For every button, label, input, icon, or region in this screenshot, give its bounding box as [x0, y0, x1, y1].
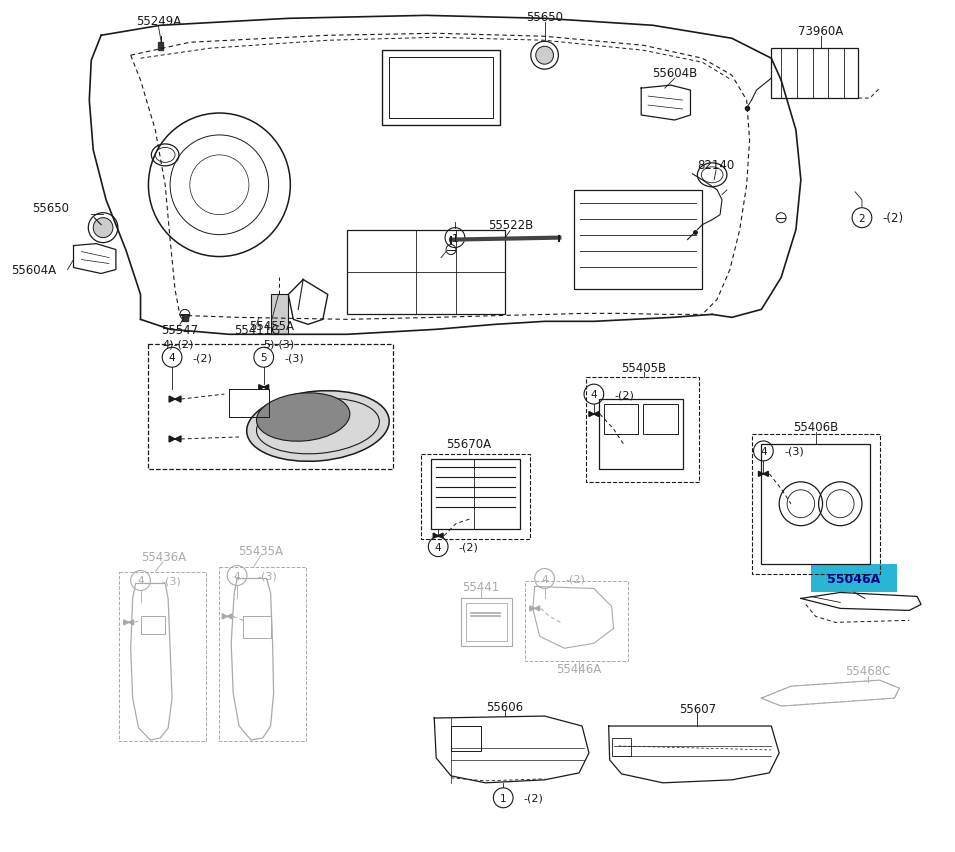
Polygon shape	[434, 533, 443, 538]
Text: 55436A: 55436A	[140, 550, 186, 563]
Bar	[389, 58, 494, 119]
Text: 4: 4	[169, 353, 176, 363]
Bar	[140, 617, 165, 635]
Text: -(3): -(3)	[784, 446, 804, 457]
Polygon shape	[259, 385, 268, 390]
Text: 4: 4	[234, 571, 241, 581]
Bar	[421, 454, 530, 539]
Bar	[348, 230, 505, 315]
Circle shape	[94, 218, 113, 239]
Bar	[772, 49, 858, 99]
Circle shape	[536, 47, 554, 65]
Bar	[382, 51, 500, 126]
Ellipse shape	[257, 394, 350, 441]
Bar	[270, 295, 288, 335]
Bar	[461, 599, 512, 647]
Text: 55604B: 55604B	[652, 66, 697, 79]
Text: 55607: 55607	[679, 702, 716, 715]
Text: 55650: 55650	[526, 11, 563, 24]
Text: 5: 5	[261, 353, 267, 363]
Bar	[182, 316, 188, 322]
Text: 82140: 82140	[697, 159, 734, 172]
Text: 55411G: 55411G	[234, 324, 280, 337]
Text: 4: 4	[541, 574, 548, 584]
Text: -(2): -(2)	[458, 542, 478, 552]
Text: 4: 4	[590, 389, 597, 400]
Text: 55406B: 55406B	[793, 421, 838, 434]
Text: 55650: 55650	[32, 202, 70, 215]
Text: 55547: 55547	[161, 324, 199, 337]
Text: 73960A: 73960A	[798, 25, 843, 37]
Bar	[811, 564, 897, 592]
Text: -(2): -(2)	[882, 212, 903, 225]
Text: 55435A: 55435A	[238, 544, 284, 557]
Text: 55670A: 55670A	[446, 438, 491, 451]
Bar	[148, 345, 393, 469]
Bar	[525, 582, 628, 661]
Polygon shape	[758, 472, 769, 477]
Bar	[604, 405, 638, 435]
Text: -(2): -(2)	[565, 574, 585, 584]
Text: 1: 1	[452, 233, 458, 244]
Text: 55606: 55606	[487, 699, 523, 713]
Bar	[611, 738, 631, 756]
Bar	[451, 726, 480, 751]
Bar	[466, 604, 507, 642]
Polygon shape	[223, 614, 232, 619]
Bar	[752, 435, 880, 574]
Text: -(3): -(3)	[161, 576, 181, 586]
Polygon shape	[169, 436, 180, 442]
Ellipse shape	[246, 391, 390, 462]
Text: 4: 4	[138, 576, 144, 586]
Text: 55046A: 55046A	[827, 572, 881, 585]
Bar	[118, 572, 205, 741]
Text: 1: 1	[499, 793, 506, 803]
Text: -(2): -(2)	[193, 353, 213, 363]
Bar	[243, 617, 270, 638]
Text: -(2): -(2)	[524, 793, 543, 803]
Text: -(3): -(3)	[258, 571, 278, 581]
Bar	[229, 389, 268, 417]
Bar	[643, 405, 678, 435]
Text: 55405B: 55405B	[622, 361, 667, 374]
Text: 4)-(2): 4)-(2)	[162, 339, 194, 348]
Text: -(2): -(2)	[615, 389, 634, 400]
Text: -(3): -(3)	[285, 353, 305, 363]
Text: 5)-(3): 5)-(3)	[263, 339, 294, 348]
Polygon shape	[124, 620, 134, 625]
Text: 55249A: 55249A	[136, 14, 180, 28]
Text: 4: 4	[435, 542, 441, 552]
Bar	[574, 191, 702, 290]
Text: 55446A: 55446A	[557, 662, 602, 675]
Text: 55468C: 55468C	[845, 664, 891, 676]
Text: 55441: 55441	[462, 580, 499, 593]
Bar	[159, 43, 163, 51]
Polygon shape	[530, 607, 540, 611]
Polygon shape	[169, 397, 180, 403]
Text: 55522B: 55522B	[488, 219, 534, 232]
Text: 4: 4	[760, 446, 767, 457]
Text: 55604A: 55604A	[11, 264, 55, 277]
Text: 2: 2	[859, 214, 865, 223]
Bar	[586, 377, 699, 482]
Bar	[761, 445, 870, 564]
Bar	[432, 459, 520, 529]
Bar	[220, 567, 307, 741]
Polygon shape	[589, 412, 599, 417]
Text: 55455A: 55455A	[249, 320, 294, 332]
Bar	[599, 400, 683, 469]
